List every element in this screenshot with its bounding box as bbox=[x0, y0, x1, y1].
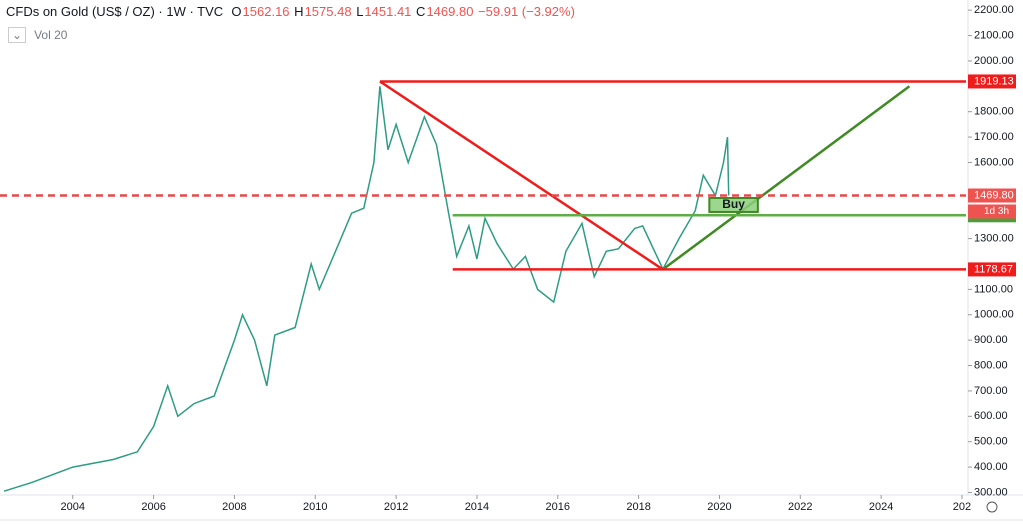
y-tick-label: 2100.00 bbox=[974, 29, 1014, 41]
trend-line bbox=[662, 85, 911, 271]
countdown-tag bbox=[968, 204, 1016, 219]
trend-line bbox=[379, 80, 664, 271]
price-tag-label: 1469.80 bbox=[974, 189, 1014, 201]
axes: 2200.00 2100.00 2000.00 1800.00 1700.00 1600.… bbox=[61, 4, 1016, 513]
y-tick-label: 1100.00 bbox=[974, 283, 1013, 295]
x-tick-label: 2016 bbox=[546, 501, 570, 513]
change: −59.91 (−3.92%) bbox=[478, 4, 575, 19]
x-tick-label: 2024 bbox=[869, 501, 893, 513]
volume: Vol 20 bbox=[34, 28, 68, 42]
plot-area: Buy bbox=[0, 80, 966, 492]
x-tick-label: 2022 bbox=[788, 501, 812, 513]
y-tick-label: 1600.00 bbox=[974, 156, 1014, 168]
y-tick-label: 1000.00 bbox=[974, 309, 1014, 321]
price-line bbox=[3, 86, 730, 492]
y-tick-label: 1300.00 bbox=[974, 233, 1014, 245]
x-tick-label: 2014 bbox=[465, 501, 489, 513]
y-tick-label: 1800.00 bbox=[974, 106, 1014, 118]
buy-box bbox=[708, 197, 759, 213]
y-tick-label: 700.00 bbox=[974, 385, 1008, 397]
high-label: H bbox=[294, 4, 304, 19]
y-tick-label: 300.00 bbox=[974, 486, 1008, 498]
x-tick-label: 202 bbox=[953, 501, 971, 513]
y-tick-label: 500.00 bbox=[974, 436, 1008, 448]
legend-header: CFDs on Gold (US$ / OZ) · 1W · TVC O1562… bbox=[6, 4, 576, 19]
low-label: L bbox=[356, 4, 364, 19]
y-tick-label: 2000.00 bbox=[974, 55, 1014, 67]
price-tag-label: 1178.67 bbox=[974, 263, 1013, 275]
y-tick-label: 400.00 bbox=[974, 461, 1008, 473]
buy-label: Buy bbox=[722, 197, 745, 211]
y-tick-label: 2200.00 bbox=[974, 4, 1014, 16]
x-tick-label: 2010 bbox=[303, 501, 327, 513]
low: 1451.41 bbox=[364, 4, 412, 19]
y-tick-label: 600.00 bbox=[974, 410, 1008, 422]
countdown-label: 1d 3h bbox=[984, 206, 1009, 217]
y-tick-label: 900.00 bbox=[974, 334, 1008, 346]
x-tick-label: 2012 bbox=[384, 501, 408, 513]
x-tick-label: 2020 bbox=[707, 501, 731, 513]
x-tick-label: 2006 bbox=[141, 501, 165, 513]
open: 1562.16 bbox=[242, 4, 290, 19]
volume-legend[interactable]: ⌄ Vol 20 bbox=[8, 27, 68, 43]
open-label: O bbox=[231, 4, 242, 19]
symbol[interactable]: CFDs on Gold (US$ / OZ) · 1W · TVC bbox=[6, 4, 224, 19]
price-tag bbox=[968, 74, 1016, 89]
price-tag bbox=[968, 188, 1016, 203]
close-label: C bbox=[416, 4, 426, 19]
x-tick-label: 2008 bbox=[222, 501, 246, 513]
y-tick-label: 1700.00 bbox=[974, 131, 1014, 143]
x-tick-label: 2018 bbox=[626, 501, 650, 513]
price-tag bbox=[968, 262, 1016, 277]
settings-icon[interactable] bbox=[986, 501, 998, 513]
high: 1575.48 bbox=[304, 4, 352, 19]
close: 1469.80 bbox=[426, 4, 474, 19]
price-tag-label: 1919.13 bbox=[974, 75, 1014, 87]
x-tick-label: 2004 bbox=[61, 501, 85, 513]
y-tick-label: 800.00 bbox=[974, 359, 1008, 371]
